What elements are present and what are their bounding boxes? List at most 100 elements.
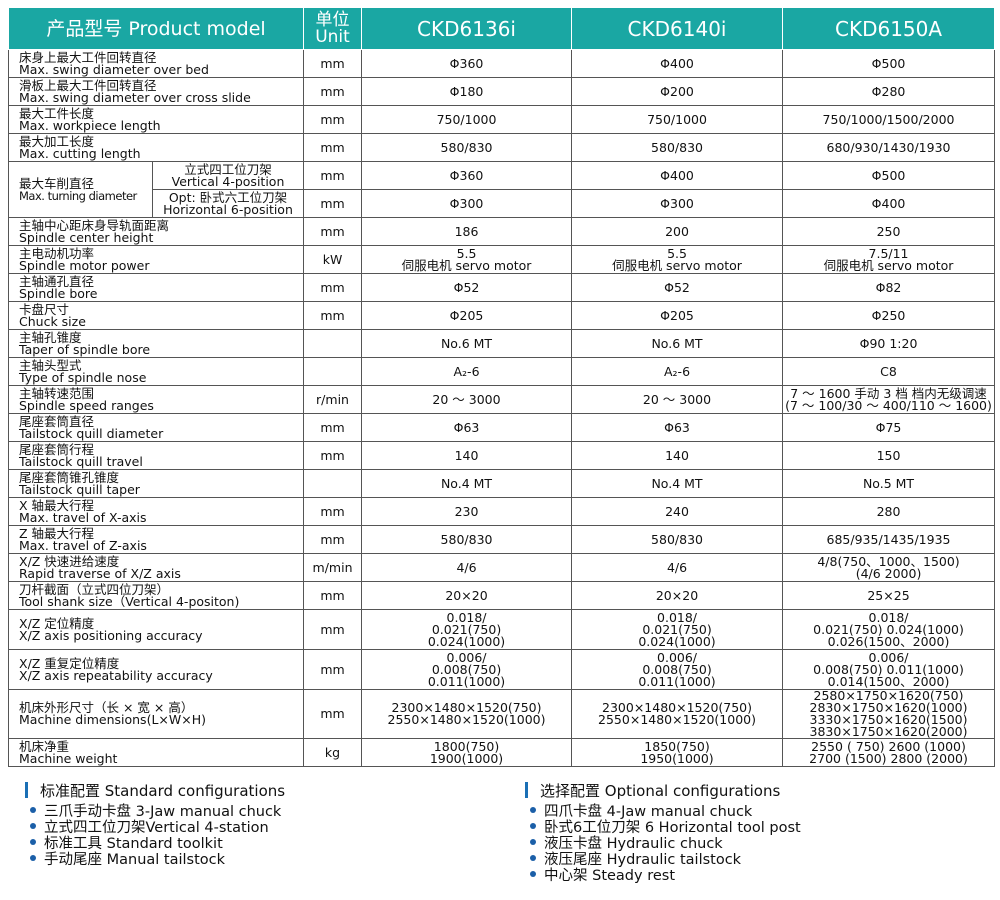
row-label: X/Z 快速进给速度 Rapid traverse of X/Z axis <box>7 553 305 582</box>
row-sublabel: 立式四工位刀架 Vertical 4-position <box>151 161 305 190</box>
table-row: 主轴通孔直径 Spindle bore mm Φ52 Φ52 Φ82 <box>7 273 996 302</box>
value-cell: 7 ～ 1600 手动 3 档 档内无级调速 (7 ～ 100/30 ～ 400… <box>782 385 996 414</box>
value-cell: 580/830 <box>361 133 573 162</box>
table-row: 尾座套筒锥孔锥度 Tailstock quill taper No.4 MT No.4… <box>7 469 996 498</box>
label-en: Machine dimensions(L×W×H) <box>19 712 206 727</box>
label-cn: 机床外形尺寸（长 × 宽 × 高） <box>19 700 194 715</box>
value-cell: A₂-6 <box>361 357 573 386</box>
value-cell: Φ63 <box>571 413 784 442</box>
label-en: Machine weight <box>19 750 118 766</box>
row-label: 尾座套筒行程 Tailstock quill travel <box>7 441 305 470</box>
label-cn: 尾座套筒行程 <box>19 441 95 457</box>
value-cell: 680/930/1430/1930 <box>782 133 996 162</box>
value-cell: 20 ～ 3000 <box>361 385 573 414</box>
value-cell: 230 <box>361 497 573 526</box>
value-cell: Φ360 <box>361 49 573 78</box>
value-cell: Φ360 <box>361 161 573 190</box>
unit-cell: mm <box>303 609 363 650</box>
label-cn: X/Z 快速进给速度 <box>19 553 120 569</box>
unit-cell: mm <box>303 441 363 470</box>
value-cell: 7.5/11 伺服电机 servo motor <box>782 245 996 274</box>
value-cell: Φ52 <box>571 273 784 302</box>
unit-cell <box>303 469 363 498</box>
label-en: Tailstock quill taper <box>19 481 140 497</box>
value-cell: 0.006/ 0.008(750) 0.011(1000) <box>571 649 784 690</box>
value-cell: 200 <box>571 217 784 246</box>
value-cell: 750/1000/1500/2000 <box>782 105 996 134</box>
table-row: 主轴孔锥度 Taper of spindle bore No.6 MT No.6 MT… <box>7 329 996 358</box>
label-cn: 主电动机功率 <box>19 245 95 261</box>
config-item: 液压卡盘 Hydraulic chuck <box>525 834 801 852</box>
table-row: 尾座套筒行程 Tailstock quill travel mm 140 140 150 <box>7 441 996 470</box>
label-en: Spindle center height <box>19 229 154 245</box>
value-cell: 2300×1480×1520(750) 2550×1480×1520(1000) <box>571 689 784 739</box>
value-cell: Φ500 <box>782 49 996 78</box>
row-label: 机床外形尺寸（长 × 宽 × 高） Machine dimensions(L×W×… <box>7 689 305 739</box>
header-model-3: CKD6150A <box>782 7 996 50</box>
table-row: 尾座套筒直径 Tailstock quill diameter mm Φ63 Φ63 Φ7… <box>7 413 996 442</box>
table-row: 主轴头型式 Type of spindle nose A₂-6 A₂-6 C8 <box>7 357 996 386</box>
value-cell: 250 <box>782 217 996 246</box>
config-item: 中心架 Steady rest <box>525 866 801 884</box>
value-cell: 2550 ( 750) 2600 (1000) 2700 (1500) 2800… <box>782 738 996 767</box>
value-cell: 5.5 伺服电机 servo motor <box>361 245 573 274</box>
unit-cell <box>303 329 363 358</box>
unit-cell: mm <box>303 133 363 162</box>
row-label: X/Z 定位精度 X/Z axis positioning accuracy <box>7 609 305 650</box>
label-cn: X/Z 重复定位精度 <box>19 655 120 671</box>
label-cn: 机床净重 <box>19 738 70 754</box>
bullet-icon <box>530 855 536 861</box>
value-cell: Φ205 <box>361 301 573 330</box>
label-cn: 主轴孔锥度 <box>19 329 82 345</box>
unit-cell: mm <box>303 581 363 610</box>
table-row: X/Z 重复定位精度 X/Z axis repeatability accurac… <box>7 649 996 690</box>
config-item: 立式四工位刀架Vertical 4-station <box>25 818 285 836</box>
section-marker <box>525 782 528 798</box>
value-cell: 280 <box>782 497 996 526</box>
label-en: Spindle speed ranges <box>19 397 154 413</box>
value-cell: Φ63 <box>361 413 573 442</box>
table-row: 卡盘尺寸 Chuck size mm Φ205 Φ205 Φ250 <box>7 301 996 330</box>
table-row: 最大加工长度 Max. cutting length mm 580/830 580/83… <box>7 133 996 162</box>
config-item-label: 手动尾座 Manual tailstock <box>44 851 226 868</box>
value-cell: 580/830 <box>571 133 784 162</box>
label-cn: 最大加工长度 <box>19 133 95 149</box>
label-en: X/Z axis positioning accuracy <box>19 627 203 643</box>
value-cell: Φ280 <box>782 77 996 106</box>
unit-cell: mm <box>303 105 363 134</box>
row-label: 主电动机功率 Spindle motor power <box>7 245 305 274</box>
unit-cell: mm <box>303 649 363 690</box>
row-label: 主轴孔锥度 Taper of spindle bore <box>7 329 305 358</box>
value-cell: 2580×1750×1620(750) 2830×1750×1620(1000)… <box>782 689 996 739</box>
row-label: 最大加工长度 Max. cutting length <box>7 133 305 162</box>
config-item-label: 卧式6工位刀架 6 Horizontal tool post <box>544 819 801 836</box>
row-sublabel: Opt: 卧式六工位刀架 Horizontal 6-position <box>151 189 305 218</box>
bullet-icon <box>530 839 536 845</box>
value-cell: 240 <box>571 497 784 526</box>
config-item: 液压尾座 Hydraulic tailstock <box>525 850 801 868</box>
label-cn: 卡盘尺寸 <box>19 301 70 317</box>
optional-configurations: 选择配置 Optional configurations 四爪卡盘 4-Jaw … <box>525 780 801 884</box>
label-cn: 主轴转速范围 <box>19 385 95 401</box>
value-cell: 750/1000 <box>571 105 784 134</box>
config-item-label: 中心架 Steady rest <box>544 867 676 884</box>
bullet-icon <box>530 871 536 877</box>
unit-cell: r/min <box>303 385 363 414</box>
table-row: X/Z 定位精度 X/Z axis positioning accuracy mm 0… <box>7 609 996 650</box>
header-product-model: 产品型号 Product model <box>7 7 305 50</box>
value-cell: 0.018/ 0.021(750) 0.024(1000) <box>571 609 784 650</box>
value-cell: 140 <box>571 441 784 470</box>
label-en: Chuck size <box>19 313 86 329</box>
bullet-icon <box>530 807 536 813</box>
unit-cell: mm <box>303 273 363 302</box>
value-cell: 1800(750) 1900(1000) <box>361 738 573 767</box>
value-cell: 4/6 <box>571 553 784 582</box>
bullet-icon <box>30 823 36 829</box>
row-label: 卡盘尺寸 Chuck size <box>7 301 305 330</box>
config-item-label: 四爪卡盘 4-Jaw manual chuck <box>544 803 753 820</box>
value-cell: 0.006/ 0.008(750) 0.011(1000) <box>361 649 573 690</box>
value-cell: 186 <box>361 217 573 246</box>
value-cell: No.4 MT <box>571 469 784 498</box>
value-cell: 20×20 <box>571 581 784 610</box>
value-cell: 0.018/ 0.021(750) 0.024(1000) 0.026(1500… <box>782 609 996 650</box>
